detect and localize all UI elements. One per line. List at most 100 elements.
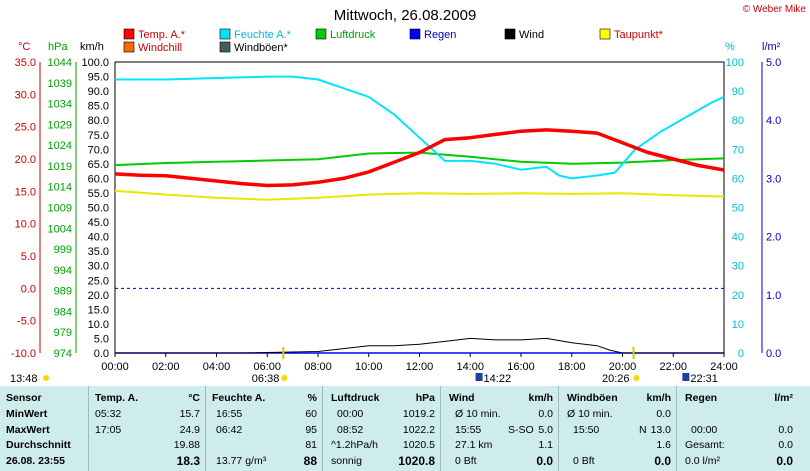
legend-swatch (123, 28, 135, 40)
gust-bft: 0 Bft (573, 455, 595, 467)
press-trend: ^1.2hPa/h (331, 439, 378, 451)
press-tick-label: 989 (54, 286, 72, 298)
hum-tick-label: 10 (732, 319, 744, 331)
hum-max-time: 06:42 (216, 424, 243, 436)
hum-max-value: 95 (305, 424, 317, 436)
wind-tick-label: 100.0 (81, 57, 109, 69)
temp-column: Temp. A. °C 05:32 15.7 17:05 24.9 19.88 … (88, 386, 206, 471)
legend-label: Wind (519, 29, 544, 41)
temp-max-value: 24.9 (179, 424, 200, 436)
rain-current-value: 0.0 (776, 454, 793, 468)
x-tick-label: 10:00 (355, 361, 383, 373)
press-tick-label: 1039 (48, 78, 72, 90)
wind-max-value: 5.0 (538, 424, 553, 436)
wind-tick-label: 95.0 (88, 72, 109, 84)
temp-current-value: 18.3 (176, 454, 200, 468)
temp-tick-label: 30.0 (15, 89, 36, 101)
legend-label: Windchill (138, 42, 182, 54)
hum-tick-label: 80 (732, 115, 744, 127)
wind-tick-label: 85.0 (88, 101, 109, 113)
wind-axis-unit: km/h (80, 41, 104, 53)
wind-avg10-label: Ø 10 min. (455, 408, 501, 420)
hum-tick-label: 50 (732, 203, 744, 215)
press-min-time: 00:00 (337, 408, 364, 420)
series-line-taupunkt (114, 189, 725, 201)
series-line-wind (115, 337, 724, 354)
stats-table: Sensor MinWert MaxWert Durchschnitt 26.0… (0, 386, 810, 471)
wind-tick-label: 30.0 (88, 261, 109, 273)
rain-tick-label: 5.0 (766, 57, 781, 69)
press-avg-value: 1020.5 (402, 439, 435, 451)
row-label-avg: Durchschnitt (6, 439, 71, 451)
wind-tick-label: 65.0 (88, 159, 109, 171)
legend-swatch (599, 28, 611, 40)
plot-area (114, 61, 725, 354)
wind-tick-label: 50.0 (88, 203, 109, 215)
press-column: Luftdruck hPa 00:00 1019.2 08:52 1022.2 … (322, 386, 441, 471)
rain-total-value: 0.0 (778, 439, 793, 451)
gust-max-dir: N (639, 424, 647, 436)
wind-tick-label: 80.0 (88, 115, 109, 127)
gust-unit: km/h (646, 392, 671, 404)
press-tick-label: 1024 (48, 140, 72, 152)
sunrise-time: 06:38 (252, 373, 280, 385)
x-tick-label: 18:00 (558, 361, 586, 373)
legend-label: Feuchte A.* (234, 29, 292, 41)
gust-avg10-value: 0.0 (656, 408, 671, 420)
legend-label: Regen (424, 29, 456, 41)
hum-header: Feuchte A. (212, 392, 266, 404)
press-tick-label: 1034 (48, 99, 72, 111)
press-tick-label: 994 (54, 265, 72, 277)
hum-axis-unit: % (725, 41, 735, 53)
wind-tick-label: 5.0 (94, 333, 109, 345)
rain-today: 0.0 l/m² (685, 455, 721, 467)
sunrise-icon (281, 375, 288, 381)
wind-tick-label: 10.0 (88, 319, 109, 331)
wind-max-dir: S-SO (508, 424, 534, 436)
gust-peak-icon (682, 373, 690, 381)
x-tick-label: 16:00 (507, 361, 535, 373)
series-line-feuchtea (115, 75, 725, 180)
press-tick-label: 1014 (48, 182, 72, 194)
wind-tick-label: 40.0 (88, 232, 109, 244)
press-tick-label: 1029 (48, 119, 72, 131)
x-tick-label: 20:00 (609, 361, 637, 373)
press-tick-label: 974 (54, 348, 72, 360)
wind-tick-label: 70.0 (88, 144, 109, 156)
press-tick-label: 1019 (48, 161, 72, 173)
hum-tick-label: 70 (732, 144, 744, 156)
sun-icon (43, 375, 49, 381)
temp-min-value: 15.7 (179, 408, 200, 420)
hum-min-time: 16:55 (216, 408, 243, 420)
x-tick-label: 08:00 (304, 361, 332, 373)
temp-tick-label: 10.0 (15, 219, 36, 231)
rain-column: Regen l/m² 00:00 0.0 Gesamt: 0.0 0.0 l/m… (676, 386, 799, 471)
legend-swatch (409, 28, 421, 40)
gust-column: Windböen km/h Ø 10 min. 0.0 15:50 N 13.0… (558, 386, 677, 471)
row-label-max: MaxWert (6, 424, 50, 436)
hum-abs-value: 13.77 g/m³ (216, 455, 267, 467)
press-tick-label: 1044 (48, 57, 72, 69)
rain-tick-label: 2.0 (766, 232, 781, 244)
x-tick-label: 12:00 (406, 361, 434, 373)
rain-tick-label: 3.0 (766, 173, 781, 185)
wind-avg10-value: 0.0 (538, 408, 553, 420)
gust-current-value: 0.0 (654, 454, 671, 468)
wind-bft: 0 Bft (455, 455, 477, 467)
x-tick-label: 04:00 (203, 361, 231, 373)
press-tick-label: 1009 (48, 203, 72, 215)
hum-tick-label: 100 (726, 57, 744, 69)
press-forecast: sonnig (331, 455, 362, 467)
chart-title: Mittwoch, 26.08.2009 (334, 7, 477, 24)
sensor-header: Sensor (6, 392, 42, 404)
press-unit: hPa (415, 392, 435, 404)
rain-max-value: 0.0 (778, 424, 793, 436)
gust-peak-time: 22:31 (690, 373, 718, 385)
x-tick-label: 00:00 (101, 361, 129, 373)
hum-tick-label: 20 (732, 290, 744, 302)
gust-max-value: 13.0 (650, 424, 671, 436)
legend-swatch (123, 41, 135, 53)
row-label-current: 26.08. 23:55 (6, 455, 65, 467)
hum-tick-label: 30 (732, 261, 744, 273)
press-axis-unit: hPa (48, 41, 68, 53)
